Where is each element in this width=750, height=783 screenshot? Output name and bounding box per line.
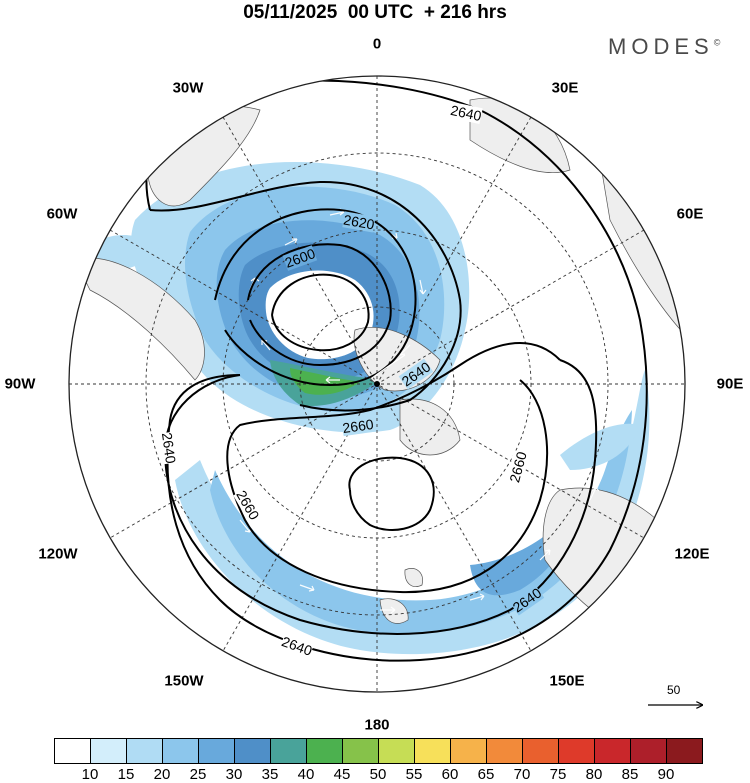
colorbar-tick-label: 50	[369, 766, 387, 783]
lon-label-30w: 30W	[172, 79, 204, 97]
colorbar-tick-label: 15	[117, 766, 135, 783]
colorbar-swatch	[342, 738, 379, 764]
colorbar-tick-label: 85	[621, 766, 639, 783]
colorbar-swatch	[162, 738, 199, 764]
colorbar-swatch	[54, 738, 91, 764]
map-title: 05/11/2025 00 UTC + 216 hrs	[243, 2, 507, 23]
brand-name: MODES	[608, 34, 714, 59]
colorbar-tick-label: 20	[153, 766, 171, 783]
colorbar-swatch	[594, 738, 631, 764]
colorbar-tick-label: 10	[81, 766, 99, 783]
colorbar-swatch	[486, 738, 523, 764]
colorbar-tick-label: 40	[297, 766, 315, 783]
south-pole-marker	[374, 381, 380, 387]
brand-logo: MODES©	[608, 34, 720, 60]
lon-label-30e: 30E	[551, 79, 579, 97]
colorbar-tick-label: 80	[585, 766, 603, 783]
lon-label-150w: 150W	[164, 672, 204, 690]
colorbar-tick-label: 45	[333, 766, 351, 783]
colorbar-tick-label: 65	[477, 766, 495, 783]
lon-label-180: 180	[364, 716, 390, 734]
map-boundary	[68, 75, 686, 693]
colorbar-tick-label: 55	[405, 766, 423, 783]
colorbar-swatch	[126, 738, 163, 764]
lon-label-120e: 120E	[674, 545, 710, 563]
colorbar-tick-label: 60	[441, 766, 459, 783]
lon-label-150e: 150E	[549, 672, 585, 690]
colorbar-tick-label: 35	[261, 766, 279, 783]
colorbar-swatch	[630, 738, 667, 764]
colorbar-swatch	[270, 738, 307, 764]
colorbar-swatch	[666, 738, 703, 764]
vector-scale-label: 50	[667, 683, 681, 697]
lon-label-120w: 120W	[38, 545, 78, 563]
colorbar-tick-label: 30	[225, 766, 243, 783]
colorbar-tick-label: 90	[657, 766, 675, 783]
colorbar-swatch	[414, 738, 451, 764]
colorbar-tick-label: 75	[549, 766, 567, 783]
colorbar-swatch	[234, 738, 271, 764]
colorbar-swatch	[378, 738, 415, 764]
lon-label-90e: 90E	[716, 375, 744, 393]
copyright-mark: ©	[713, 37, 721, 48]
lon-label-60w: 60W	[46, 205, 78, 223]
colorbar-tick-label: 70	[513, 766, 531, 783]
colorbar-swatch	[90, 738, 127, 764]
colorbar-swatch	[306, 738, 343, 764]
lon-label-60e: 60E	[676, 205, 704, 223]
colorbar-swatch	[450, 738, 487, 764]
colorbar-swatch	[198, 738, 235, 764]
colorbar-tick-label: 25	[189, 766, 207, 783]
colorbar-swatch	[522, 738, 559, 764]
lon-label-90w: 90W	[4, 375, 36, 393]
lon-label-0: 0	[372, 35, 382, 53]
colorbar-swatch	[558, 738, 595, 764]
